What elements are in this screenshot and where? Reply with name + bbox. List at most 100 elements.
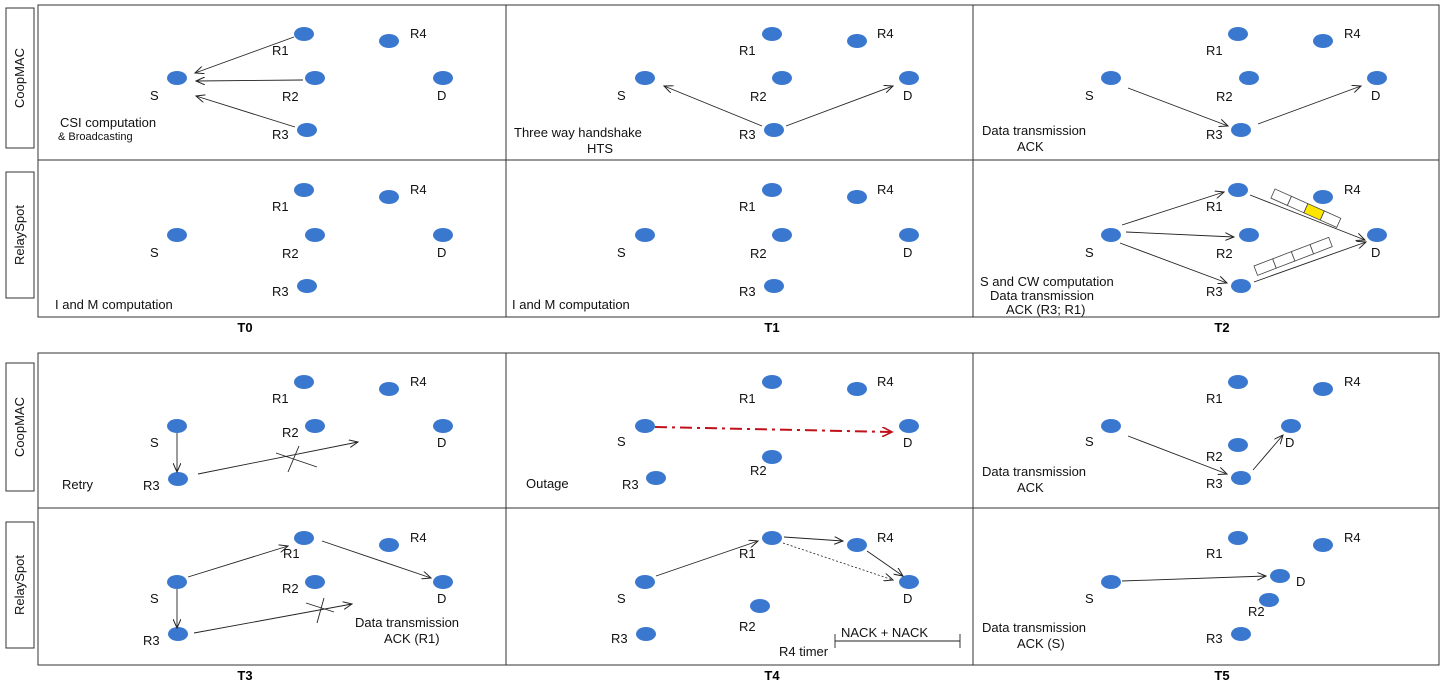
node-label-r1: R1 [739, 546, 756, 561]
node-r3 [168, 627, 188, 641]
row-label-text: CoopMAC [12, 48, 27, 108]
node-label-r2: R2 [739, 619, 756, 634]
node-label-r4: R4 [1344, 530, 1361, 545]
node-r3 [1231, 123, 1251, 137]
node-label-r4: R4 [410, 374, 427, 389]
node-label-d: D [437, 88, 446, 103]
node-label-r1: R1 [272, 199, 289, 214]
node-r1 [762, 531, 782, 545]
r4-timer-bracket [834, 634, 961, 648]
node-r4 [379, 190, 399, 204]
bottom-grid [37, 352, 1440, 666]
node-label-r3: R3 [1206, 284, 1223, 299]
caption: Outage [526, 476, 569, 491]
node-label-r3: R3 [143, 478, 160, 493]
node-label-s: S [617, 591, 626, 606]
node-r2 [1239, 228, 1259, 242]
node-label-r4: R4 [877, 374, 894, 389]
node-r3 [1231, 627, 1251, 641]
node-s [167, 419, 187, 433]
node-label-r2: R2 [750, 246, 767, 261]
row-label-text: RelaySpot [12, 205, 27, 265]
caption: Data transmission [355, 615, 459, 630]
node-r4 [379, 538, 399, 552]
node-s [635, 71, 655, 85]
node-r1 [1228, 183, 1248, 197]
caption: Data transmission [982, 123, 1086, 138]
node-r2 [772, 71, 792, 85]
node-label-d: D [903, 435, 912, 450]
node-d [1367, 228, 1387, 242]
node-r2 [762, 450, 782, 464]
top-grid [37, 4, 1440, 318]
node-label-r2: R2 [282, 425, 299, 440]
node-r4 [379, 382, 399, 396]
node-r3 [297, 279, 317, 293]
node-label-r4: R4 [410, 530, 427, 545]
node-label-r3: R3 [622, 477, 639, 492]
node-s [167, 575, 187, 589]
node-label-r1: R1 [739, 391, 756, 406]
node-label-r1: R1 [739, 199, 756, 214]
node-label-s: S [150, 245, 159, 260]
node-label-s: S [150, 88, 159, 103]
step-label-t0: T0 [237, 320, 252, 335]
node-r4 [1313, 190, 1333, 204]
node-s [635, 575, 655, 589]
node-r4 [1313, 382, 1333, 396]
row-label-top-coopmac: CoopMAC [5, 7, 35, 149]
node-r2 [1228, 438, 1248, 452]
node-label-s: S [150, 435, 159, 450]
node-label-s: S [617, 434, 626, 449]
step-label-t3: T3 [237, 668, 252, 683]
node-label-r3: R3 [272, 284, 289, 299]
node-r2 [305, 71, 325, 85]
node-s [1101, 228, 1121, 242]
node-r3 [1231, 279, 1251, 293]
node-label-s: S [1085, 245, 1094, 260]
node-r1 [1228, 375, 1248, 389]
caption: I and M computation [512, 297, 630, 312]
node-d [1281, 419, 1301, 433]
caption: CSI computation [60, 115, 156, 130]
node-label-r1: R1 [1206, 199, 1223, 214]
step-label-t4: T4 [764, 668, 780, 683]
node-label-r2: R2 [1216, 89, 1233, 104]
caption: Data transmission [982, 620, 1086, 635]
node-label-r3: R3 [739, 127, 756, 142]
node-r2 [305, 419, 325, 433]
node-label-s: S [1085, 434, 1094, 449]
node-label-d: D [437, 591, 446, 606]
node-r1 [294, 531, 314, 545]
node-label-r2: R2 [1216, 246, 1233, 261]
panel-coopmac-t0: S R1 R2 R3 R4 D CSI computation & Broadc… [58, 26, 453, 143]
panel-relayspot-t3: S R1 R2 R3 R4 D Data transmission ACK (R… [143, 530, 459, 648]
outage-arrow [654, 426, 892, 432]
node-s [635, 419, 655, 433]
panel-relayspot-t2: S R1 R2 R3 R4 D S and CW computation Dat… [980, 182, 1387, 317]
node-s [635, 228, 655, 242]
caption: HTS [587, 141, 613, 156]
node-label-r3: R3 [1206, 476, 1223, 491]
node-label-r1: R1 [272, 391, 289, 406]
caption: Three way handshake [514, 125, 642, 140]
node-label-r4: R4 [877, 26, 894, 41]
node-label-r1: R1 [739, 43, 756, 58]
node-d [433, 575, 453, 589]
node-label-r3: R3 [272, 127, 289, 142]
caption: ACK [1017, 480, 1044, 495]
node-label-r4: R4 [410, 26, 427, 41]
caption: R4 timer [779, 644, 829, 659]
node-label-r4: R4 [1344, 182, 1361, 197]
caption: I and M computation [55, 297, 173, 312]
node-r3 [168, 472, 188, 486]
panel-relayspot-t4: S R1 R2 R3 R4 D NACK + NACK R4 timer [611, 530, 961, 659]
node-label-s: S [617, 245, 626, 260]
panel-relayspot-t1: S R1 R2 R3 R4 D I and M computation [512, 182, 919, 312]
node-d [1367, 71, 1387, 85]
node-label-r3: R3 [739, 284, 756, 299]
node-label-r3: R3 [611, 631, 628, 646]
node-label-d: D [1371, 88, 1380, 103]
node-label-d: D [903, 245, 912, 260]
